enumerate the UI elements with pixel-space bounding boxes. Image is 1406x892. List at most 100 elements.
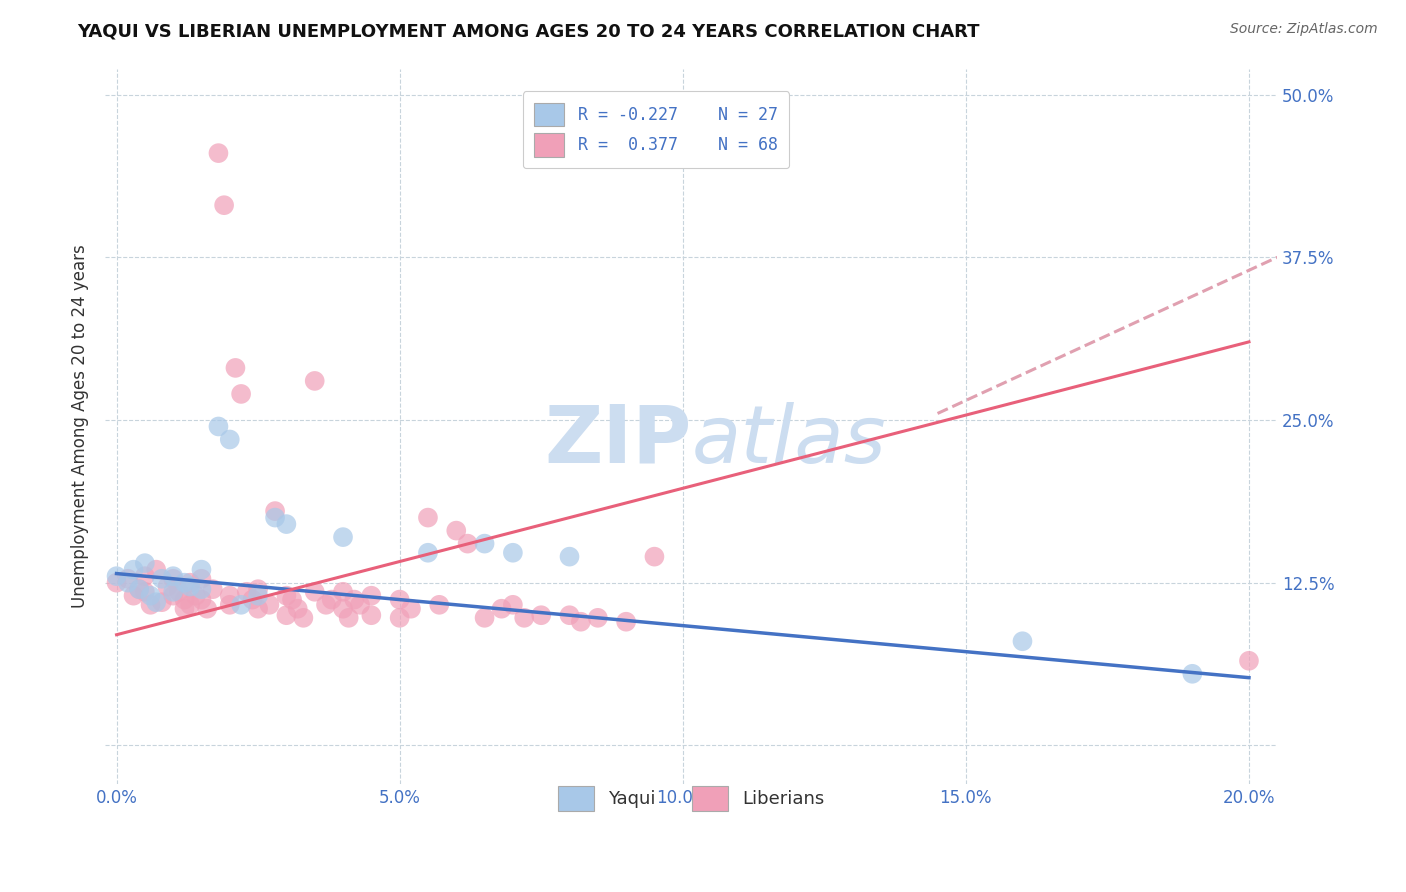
Point [229,598,252,612]
Point [162,572,184,586]
Point [1181,666,1204,681]
Point [134,569,156,583]
Point [236,584,259,599]
Point [332,584,354,599]
Point [558,549,581,564]
Point [134,584,156,599]
Point [337,611,360,625]
Point [190,592,212,607]
Point [190,563,212,577]
Point [173,601,195,615]
Point [292,611,315,625]
Point [1237,654,1260,668]
Point [247,589,270,603]
Point [212,198,235,212]
Y-axis label: Unemployment Among Ages 20 to 24 years: Unemployment Among Ages 20 to 24 years [72,244,89,608]
Point [457,536,479,550]
Point [128,582,150,597]
Point [1011,634,1033,648]
Point [224,360,246,375]
Point [247,582,270,597]
Point [264,504,287,518]
Point [332,530,354,544]
Point [502,546,524,560]
Point [586,611,609,625]
Point [173,592,195,607]
Point [332,601,354,615]
Point [349,598,371,612]
Point [179,575,201,590]
Point [304,584,326,599]
Point [122,563,145,577]
Point [399,601,422,615]
Text: atlas: atlas [692,401,886,480]
Point [105,575,128,590]
Point [150,595,173,609]
Point [167,584,190,599]
Point [145,595,167,609]
Legend: Yaqui, Liberians: Yaqui, Liberians [543,771,839,825]
Point [122,589,145,603]
Point [247,601,270,615]
Point [259,598,281,612]
Point [218,433,240,447]
Point [360,608,382,623]
Point [162,569,184,583]
Point [304,374,326,388]
Point [162,584,184,599]
Point [145,563,167,577]
Point [150,572,173,586]
Point [416,546,439,560]
Point [201,582,224,597]
Point [264,510,287,524]
Point [207,146,229,161]
Point [173,575,195,590]
Point [513,611,536,625]
Text: YAQUI VS LIBERIAN UNEMPLOYMENT AMONG AGES 20 TO 24 YEARS CORRELATION CHART: YAQUI VS LIBERIAN UNEMPLOYMENT AMONG AGE… [77,22,980,40]
Point [207,419,229,434]
Point [229,387,252,401]
Point [162,589,184,603]
Point [416,510,439,524]
Point [502,598,524,612]
Point [643,549,665,564]
Point [128,582,150,597]
Point [360,589,382,603]
Point [195,601,218,615]
Point [491,601,513,615]
Point [343,592,366,607]
Point [242,592,264,607]
Point [179,598,201,612]
Point [569,615,592,629]
Point [446,524,468,538]
Point [218,598,240,612]
Point [281,592,304,607]
Point [179,580,201,594]
Point [530,608,553,623]
Point [388,611,411,625]
Point [614,615,637,629]
Point [117,575,139,590]
Point [315,598,337,612]
Point [184,589,207,603]
Point [190,582,212,597]
Point [558,608,581,623]
Point [276,608,298,623]
Point [139,589,162,603]
Text: Source: ZipAtlas.com: Source: ZipAtlas.com [1230,22,1378,37]
Point [287,601,309,615]
Point [156,580,179,594]
Point [321,592,343,607]
Point [117,572,139,586]
Point [276,589,298,603]
Point [139,598,162,612]
Point [276,517,298,532]
Point [134,556,156,570]
Text: ZIP: ZIP [544,401,692,480]
Point [388,592,411,607]
Point [105,569,128,583]
Point [474,536,496,550]
Point [218,589,240,603]
Point [427,598,450,612]
Point [190,572,212,586]
